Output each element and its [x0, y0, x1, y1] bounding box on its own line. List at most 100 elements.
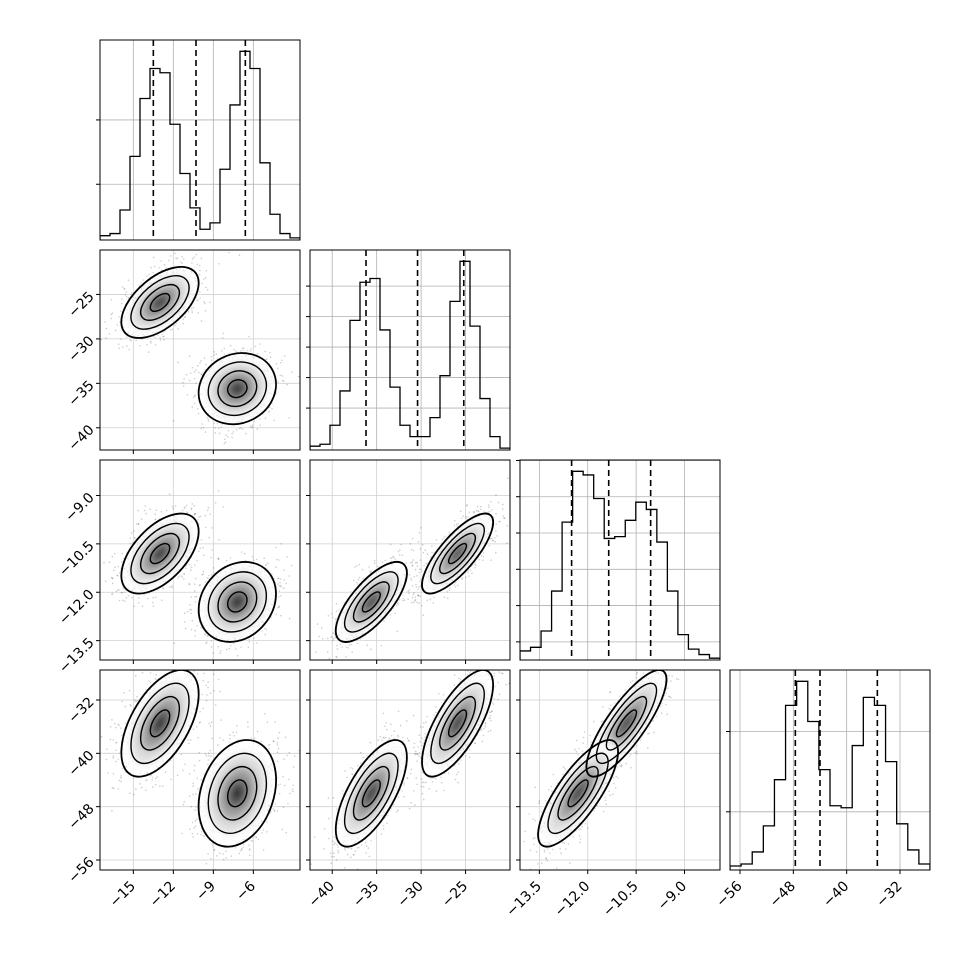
scatter-point — [244, 553, 246, 555]
scatter-point — [113, 570, 115, 572]
scatter-point — [104, 321, 106, 323]
scatter-point — [223, 333, 225, 335]
scatter-point — [502, 508, 504, 510]
scatter-point — [215, 502, 217, 504]
scatter-point — [259, 343, 261, 345]
scatter-point — [275, 566, 277, 568]
scatter-point — [182, 382, 184, 384]
scatter-point — [122, 346, 124, 348]
scatter-point — [190, 613, 192, 615]
scatter-point — [163, 339, 165, 341]
scatter-point — [221, 424, 223, 426]
scatter-point — [197, 365, 199, 367]
scatter-point — [124, 600, 126, 602]
scatter-point — [196, 596, 198, 598]
scatter-point — [207, 635, 209, 637]
scatter-point — [236, 429, 238, 431]
scatter-point — [207, 510, 209, 512]
scatter-point — [240, 646, 242, 648]
scatter-point — [242, 428, 244, 430]
scatter-point — [275, 614, 277, 616]
scatter-point — [199, 291, 201, 293]
scatter-point — [273, 420, 275, 422]
scatter-point — [280, 362, 282, 364]
scatter-point — [200, 584, 202, 586]
scatter-point — [235, 351, 237, 353]
scatter-point — [211, 640, 213, 642]
scatter-point — [235, 648, 237, 650]
scatter-point — [224, 353, 226, 355]
scatter-point — [194, 635, 196, 637]
scatter-point — [230, 645, 232, 647]
scatter-point — [193, 257, 195, 259]
scatter-point — [177, 577, 179, 579]
scatter-point — [255, 346, 257, 348]
scatter-point — [155, 597, 157, 599]
scatter-point — [199, 362, 201, 364]
scatter-point — [161, 511, 163, 513]
scatter-point — [192, 367, 194, 369]
scatter-point — [267, 562, 269, 564]
scatter-point — [203, 571, 205, 573]
scatter-point — [227, 436, 229, 438]
scatter-point — [138, 597, 140, 599]
scatter-point — [218, 490, 220, 492]
scatter-point — [163, 588, 165, 590]
scatter-point — [174, 325, 176, 327]
panel-2-0: −13.5−12.0−10.5−9.0 — [56, 460, 311, 677]
scatter-point — [278, 596, 280, 598]
scatter-point — [198, 413, 200, 415]
scatter-point — [129, 537, 131, 539]
scatter-point — [206, 270, 208, 272]
scatter-point — [199, 297, 201, 299]
scatter-point — [228, 352, 230, 354]
scatter-point — [153, 257, 155, 259]
scatter-point — [133, 606, 135, 608]
scatter-point — [251, 427, 253, 429]
scatter-point — [144, 510, 146, 512]
y-tick-label: −40 — [65, 422, 97, 454]
scatter-point — [121, 561, 123, 563]
scatter-point — [280, 595, 282, 597]
scatter-point — [161, 334, 163, 336]
scatter-point — [192, 258, 194, 260]
scatter-point — [173, 420, 175, 422]
panel-1-0: −40−35−30−25 — [65, 247, 300, 454]
scatter-point — [131, 532, 133, 534]
scatter-point — [291, 565, 293, 567]
scatter-point — [204, 369, 206, 371]
scatter-point — [152, 602, 154, 604]
scatter-point — [183, 385, 185, 387]
scatter-point — [224, 439, 226, 441]
scatter-point — [145, 513, 147, 515]
scatter-point — [200, 516, 202, 518]
scatter-point — [243, 350, 245, 352]
scatter-point — [183, 578, 185, 580]
scatter-point — [503, 515, 505, 517]
scatter-point — [279, 585, 281, 587]
scatter-point — [178, 576, 180, 578]
scatter-point — [198, 372, 200, 374]
scatter-point — [150, 341, 152, 343]
scatter-point — [147, 598, 149, 600]
scatter-point — [467, 570, 469, 572]
scatter-point — [418, 602, 420, 604]
scatter-point — [141, 518, 143, 520]
scatter-point — [456, 524, 458, 526]
scatter-point — [195, 578, 197, 580]
panel-content — [95, 247, 301, 452]
scatter-point — [461, 518, 463, 520]
scatter-point — [195, 513, 197, 515]
scatter-point — [180, 261, 182, 263]
scatter-point — [182, 510, 184, 512]
scatter-point — [166, 510, 168, 512]
scatter-point — [191, 308, 193, 310]
scatter-point — [444, 536, 446, 538]
scatter-point — [196, 254, 198, 256]
scatter-point — [247, 350, 249, 352]
scatter-point — [208, 419, 210, 421]
scatter-point — [194, 564, 196, 566]
scatter-point — [183, 258, 185, 260]
scatter-point — [137, 510, 139, 512]
